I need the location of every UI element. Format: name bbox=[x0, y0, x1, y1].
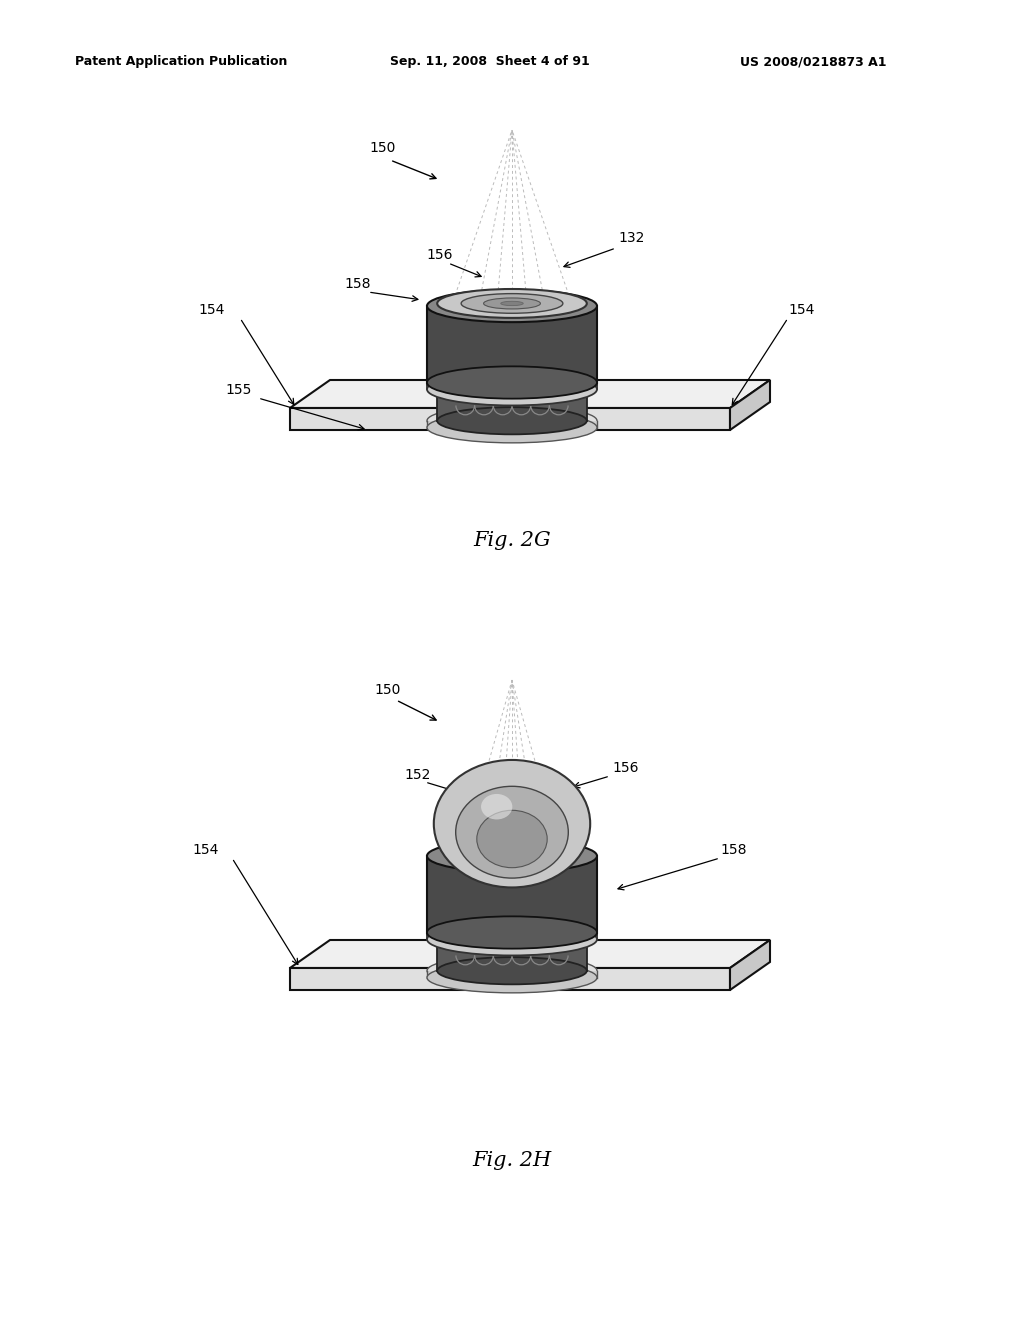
Ellipse shape bbox=[427, 923, 597, 956]
Ellipse shape bbox=[427, 917, 597, 950]
Polygon shape bbox=[290, 940, 770, 968]
Ellipse shape bbox=[461, 293, 563, 313]
Ellipse shape bbox=[434, 760, 590, 887]
Text: 155: 155 bbox=[225, 383, 251, 397]
Text: 156: 156 bbox=[427, 248, 454, 261]
Ellipse shape bbox=[427, 412, 597, 442]
Polygon shape bbox=[427, 421, 597, 428]
Ellipse shape bbox=[427, 840, 597, 873]
Text: Fig. 2G: Fig. 2G bbox=[473, 531, 551, 549]
Text: 132: 132 bbox=[618, 231, 644, 246]
Ellipse shape bbox=[427, 368, 597, 400]
Polygon shape bbox=[427, 306, 597, 383]
Polygon shape bbox=[427, 935, 597, 940]
Text: Sep. 11, 2008  Sheet 4 of 91: Sep. 11, 2008 Sheet 4 of 91 bbox=[390, 55, 590, 69]
Text: US 2008/0218873 A1: US 2008/0218873 A1 bbox=[740, 55, 887, 69]
Ellipse shape bbox=[437, 289, 587, 318]
Polygon shape bbox=[427, 855, 597, 932]
Polygon shape bbox=[290, 380, 770, 408]
Ellipse shape bbox=[437, 407, 587, 434]
Ellipse shape bbox=[427, 956, 597, 986]
Ellipse shape bbox=[427, 374, 597, 405]
Text: 154: 154 bbox=[788, 304, 814, 317]
Text: 154: 154 bbox=[193, 843, 218, 857]
Polygon shape bbox=[730, 940, 770, 990]
Ellipse shape bbox=[427, 290, 597, 322]
Polygon shape bbox=[427, 384, 597, 389]
Text: 158: 158 bbox=[345, 277, 372, 290]
Ellipse shape bbox=[481, 793, 512, 820]
Ellipse shape bbox=[437, 374, 587, 400]
Ellipse shape bbox=[427, 367, 597, 399]
Ellipse shape bbox=[427, 916, 597, 949]
Ellipse shape bbox=[427, 405, 597, 436]
Text: 150: 150 bbox=[375, 682, 401, 697]
Ellipse shape bbox=[437, 923, 587, 950]
Text: Fig. 2H: Fig. 2H bbox=[472, 1151, 552, 1170]
Text: 154: 154 bbox=[198, 304, 224, 317]
Ellipse shape bbox=[477, 810, 547, 867]
Text: Patent Application Publication: Patent Application Publication bbox=[75, 55, 288, 69]
Text: 150: 150 bbox=[370, 141, 396, 154]
Polygon shape bbox=[427, 970, 597, 978]
Ellipse shape bbox=[427, 962, 597, 993]
Polygon shape bbox=[730, 380, 770, 430]
Polygon shape bbox=[290, 408, 730, 430]
Polygon shape bbox=[290, 968, 730, 990]
Polygon shape bbox=[437, 387, 587, 421]
Text: 152: 152 bbox=[404, 768, 431, 781]
Ellipse shape bbox=[456, 787, 568, 878]
Text: 158: 158 bbox=[720, 843, 746, 857]
Ellipse shape bbox=[501, 301, 523, 306]
Ellipse shape bbox=[483, 298, 541, 309]
Ellipse shape bbox=[437, 957, 587, 985]
Polygon shape bbox=[437, 937, 587, 970]
Text: 156: 156 bbox=[612, 762, 639, 775]
